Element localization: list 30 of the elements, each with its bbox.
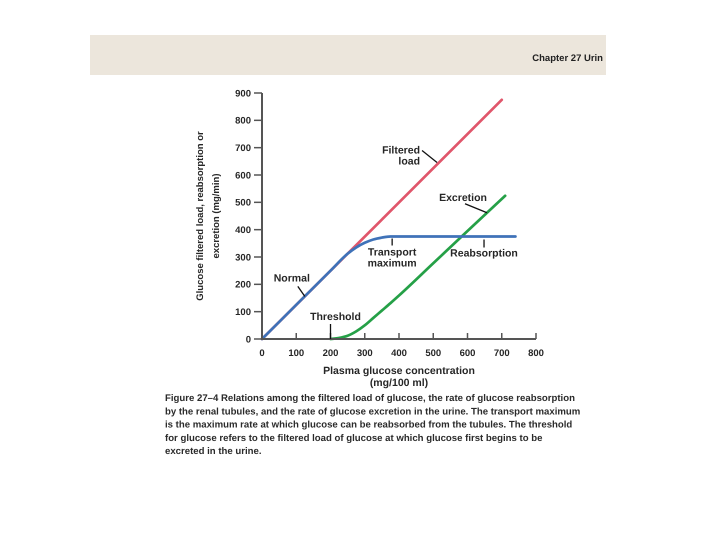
series-label: Filtered load <box>382 144 420 168</box>
y-tick-label: 700 <box>235 142 251 154</box>
x-tick-label: 0 <box>259 348 265 359</box>
y-tick-label: 800 <box>235 116 251 127</box>
series-label: Reabsorption <box>450 248 518 260</box>
x-tick-label: 700 <box>494 348 510 359</box>
y-tick-label: 900 <box>235 88 251 100</box>
caption: Figure 27–4 Relations among the filtered load of glucose, the rate of glucose reabsorption by the renal tubules, and the rate of glucose excretion in the urine. The transport maximum is the maximum rate at which glucose can be reabsorbed from the tubules. The threshold for glucose refers to the filtered load of glucose at which glucose first begins to be excreted in the urine. <box>165 393 580 458</box>
x-tick-label: 400 <box>391 348 407 359</box>
x-tick-label: 600 <box>460 348 476 359</box>
x-tick-label: 200 <box>322 348 338 359</box>
annotation: Threshold <box>310 311 361 323</box>
y-axis-title: Glucose filtered load, reabsorption or excretion (mg/min) <box>195 130 222 301</box>
annotation: Normal <box>274 272 310 284</box>
y-tick-label: 100 <box>235 306 251 318</box>
x-tick-label: 300 <box>356 348 373 359</box>
text: Chapter 27 Urin <box>532 53 604 64</box>
y-tick-label: 0 <box>246 334 251 346</box>
line-series <box>260 235 517 340</box>
y-tick-label: 600 <box>235 170 251 182</box>
y-tick-label: 200 <box>235 280 251 291</box>
y-tick-label: 300 <box>235 252 251 264</box>
x-tick-label: 500 <box>425 348 442 359</box>
y-tick-label: 400 <box>235 224 251 236</box>
annotation: Transport maximum <box>368 246 417 270</box>
y-tick-label: 500 <box>235 198 251 209</box>
x-tick-label: 100 <box>288 348 304 359</box>
x-tick-label: 800 <box>528 348 544 359</box>
series-label: Excretion <box>439 192 487 204</box>
x-axis-title: Plasma glucose concentration (mg/100 ml) <box>323 365 475 389</box>
